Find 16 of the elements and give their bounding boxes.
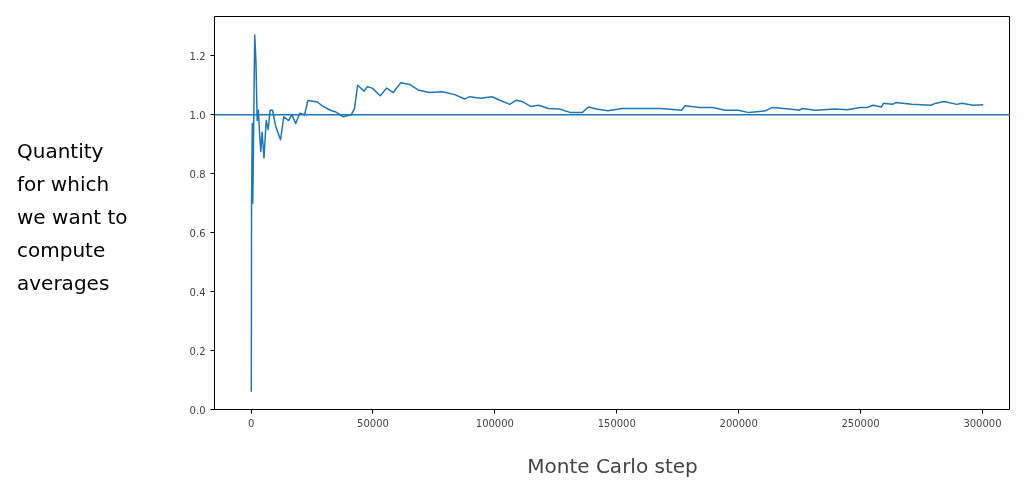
x-tick-label: 150000: [597, 417, 636, 429]
x-axis-title: Monte Carlo step: [527, 453, 698, 478]
y-tick-label: 1.2: [189, 50, 206, 62]
y-tick-label: 0.8: [189, 168, 206, 180]
x-tick-label: 200000: [719, 417, 758, 429]
y-tick-label: 0.0: [189, 404, 206, 416]
y-tick-label: 0.4: [189, 286, 206, 298]
y-tick-label: 0.2: [189, 345, 206, 357]
x-tick-label: 250000: [841, 417, 880, 429]
x-tick-label: 50000: [357, 417, 389, 429]
y-tick-label: 0.6: [189, 227, 206, 239]
x-tick-label: 300000: [963, 417, 1002, 429]
y-axis-title: Quantity for which we want to compute averages: [17, 138, 128, 297]
x-tick-label: 100000: [475, 417, 514, 429]
x-tick-label: 0: [247, 417, 255, 429]
y-tick-label: 1.0: [189, 109, 206, 121]
